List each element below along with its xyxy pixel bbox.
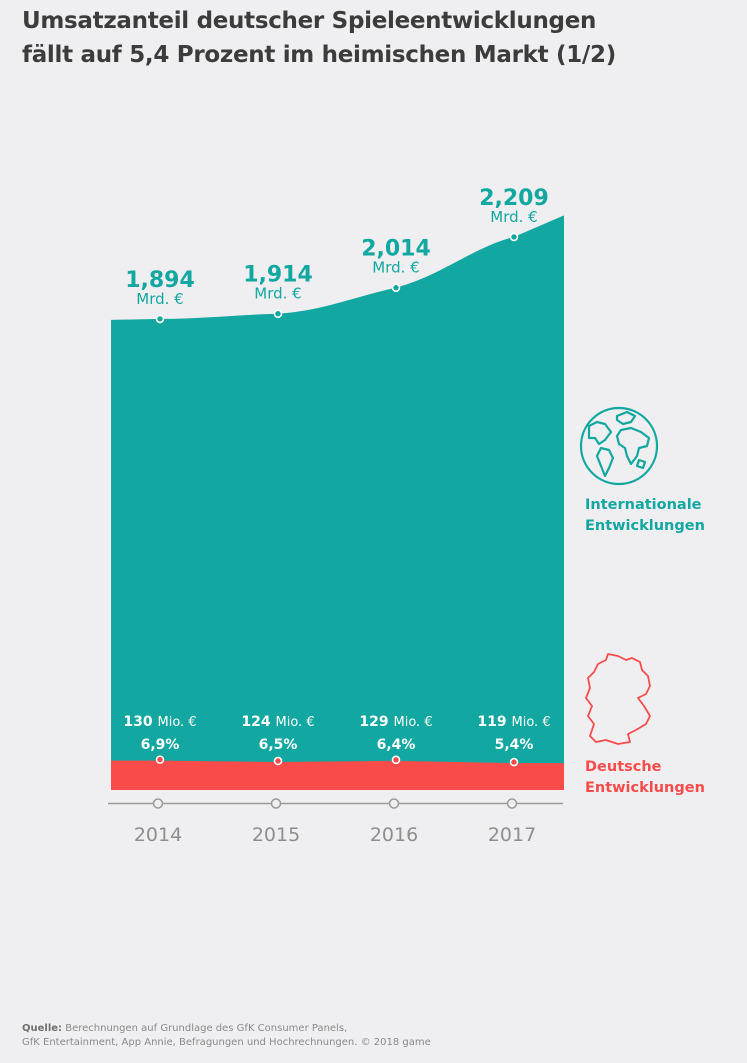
legend-international-line-2: Entwicklungen (585, 518, 705, 534)
legend-german-line-1: Deutsche (585, 759, 662, 775)
x-axis-tick (506, 798, 518, 809)
german-area (111, 760, 564, 790)
x-tick-label: 2017 (488, 824, 536, 846)
international-point (509, 232, 519, 242)
german-share-label: 5,4% (495, 737, 534, 753)
german-value: 124 (241, 714, 275, 730)
legend-german-line-2: Entwicklungen (585, 780, 705, 796)
german-point (391, 755, 401, 765)
x-axis-tick (388, 798, 400, 809)
x-tick-label: 2014 (134, 824, 182, 846)
german-unit: Mio. € (158, 715, 197, 730)
source-note: Quelle: Berechnungen auf Grundlage des G… (22, 1022, 732, 1050)
german-share-label: 6,9% (141, 737, 180, 753)
german-value-label: 129 Mio. € (359, 714, 432, 730)
international-value-label: 2,209 (479, 186, 549, 211)
source-line-2: GfK Entertainment, App Annie, Befragunge… (22, 1037, 431, 1048)
international-point (273, 309, 283, 318)
chart-title-line-1: Umsatzanteil deutscher Spieleentwicklung… (22, 8, 597, 34)
german-point (509, 757, 519, 767)
x-axis-tick (152, 798, 164, 809)
x-axis-tick (270, 798, 282, 809)
international-unit-label: Mrd. € (136, 290, 183, 308)
source-line-1: Berechnungen auf Grundlage des GfK Consu… (65, 1023, 348, 1034)
x-axis: 2014 2015 2016 2017 (108, 798, 563, 846)
globe-icon (579, 406, 659, 486)
x-tick-label: 2016 (370, 824, 418, 846)
german-unit: Mio. € (394, 715, 433, 730)
international-unit-label: Mrd. € (490, 208, 537, 226)
international-unit-label: Mrd. € (372, 259, 419, 277)
german-value-label: 119 Mio. € (477, 714, 550, 730)
german-value-labels: 130 Mio. € 6,9% 124 Mio. € 6,5% 129 Mio. € 6,… (123, 714, 551, 767)
german-value-label: 124 Mio. € (241, 714, 314, 730)
german-share-label: 6,5% (259, 737, 298, 753)
german-value: 130 (123, 714, 157, 730)
chart-title: Umsatzanteil deutscher Spieleentwicklung… (22, 4, 732, 72)
legend-international-line-1: Internationale (585, 497, 702, 513)
german-point (273, 756, 283, 766)
international-point (391, 283, 401, 292)
chart-areas (111, 215, 564, 791)
german-unit: Mio. € (512, 715, 551, 730)
international-unit-label: Mrd. € (254, 285, 301, 303)
german-share-label: 6,4% (377, 737, 416, 753)
german-value-label: 130 Mio. € (123, 714, 196, 730)
international-point (155, 314, 165, 324)
international-area (111, 215, 564, 791)
international-value-label: 1,914 (243, 263, 313, 288)
international-value-label: 2,014 (361, 237, 431, 262)
chart-title-line-2: fällt auf 5,4 Prozent im heimischen Mark… (22, 42, 616, 68)
german-value: 129 (359, 714, 393, 730)
x-tick-label: 2015 (252, 824, 300, 846)
germany-map-icon (585, 653, 651, 745)
german-value: 119 (477, 714, 511, 730)
german-point (155, 755, 165, 764)
source-label: Quelle: (22, 1023, 63, 1034)
german-unit: Mio. € (276, 715, 315, 730)
international-value-label: 1,894 (125, 268, 195, 293)
